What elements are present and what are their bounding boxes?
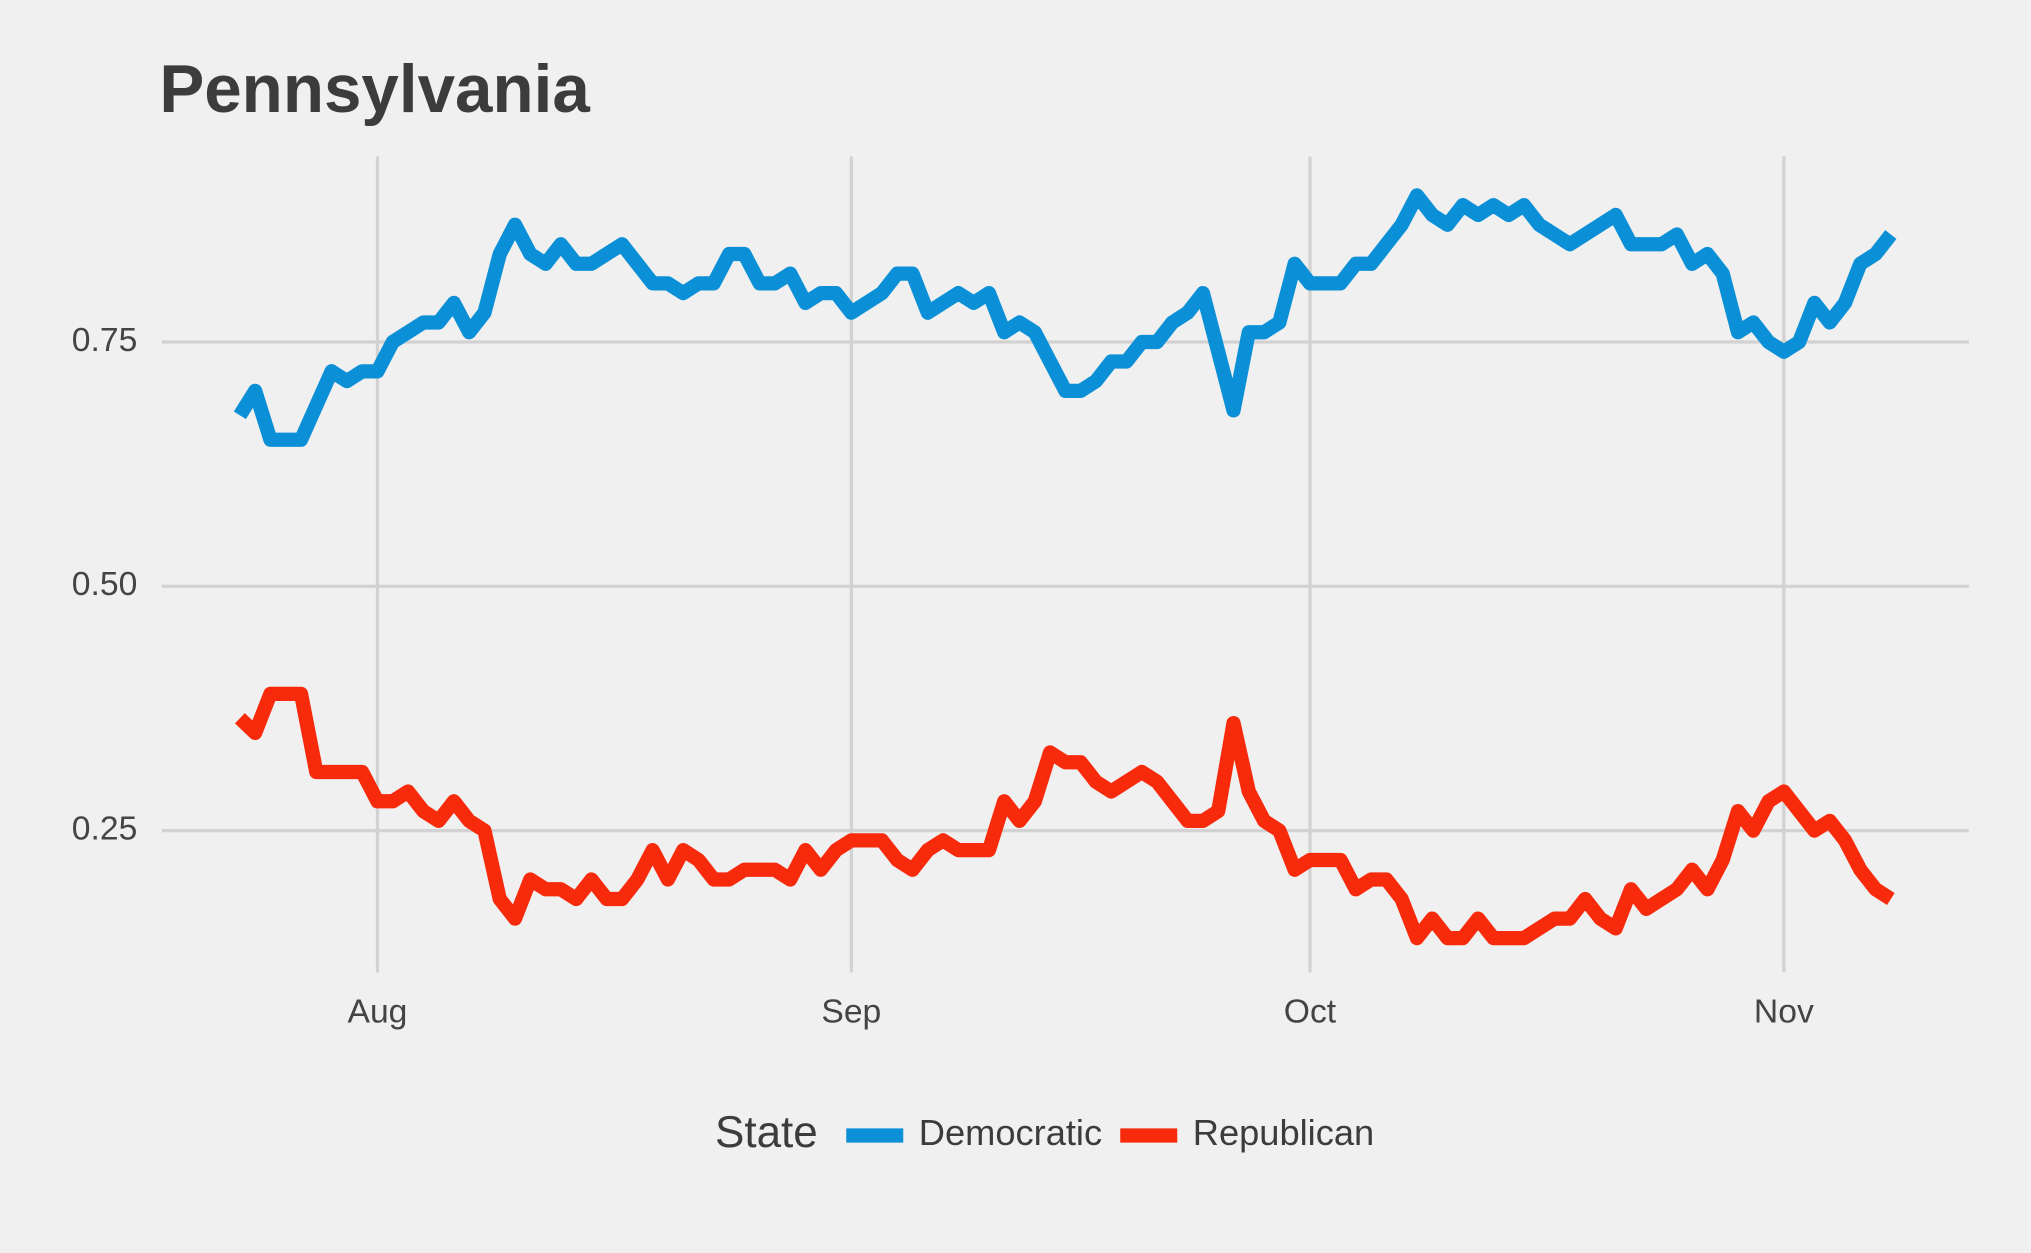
x-tick-label: Nov (1754, 994, 1814, 1031)
grid (161, 156, 1969, 973)
chart-title: Pennsylvania (159, 52, 590, 127)
x-tick-label: Aug (348, 994, 408, 1031)
lines (233, 188, 1897, 946)
y-tick-label: 0.25 (72, 811, 138, 848)
y-tick-label: 0.50 (72, 566, 138, 603)
x-tick-label: Oct (1284, 994, 1337, 1031)
series-line (234, 686, 1895, 946)
x-tick-label: Sep (821, 994, 881, 1031)
legend-label: Democratic (919, 1112, 1102, 1153)
y-tick-label: 0.75 (72, 322, 138, 359)
labels: 0.25 0.50 0.75 Aug Sep Oct Nov (72, 322, 1814, 1031)
legend: State Democratic Republican (715, 1108, 1374, 1157)
legend-label: Republican (1193, 1112, 1374, 1153)
series-line (233, 188, 1897, 447)
legend-title: State (715, 1108, 818, 1157)
